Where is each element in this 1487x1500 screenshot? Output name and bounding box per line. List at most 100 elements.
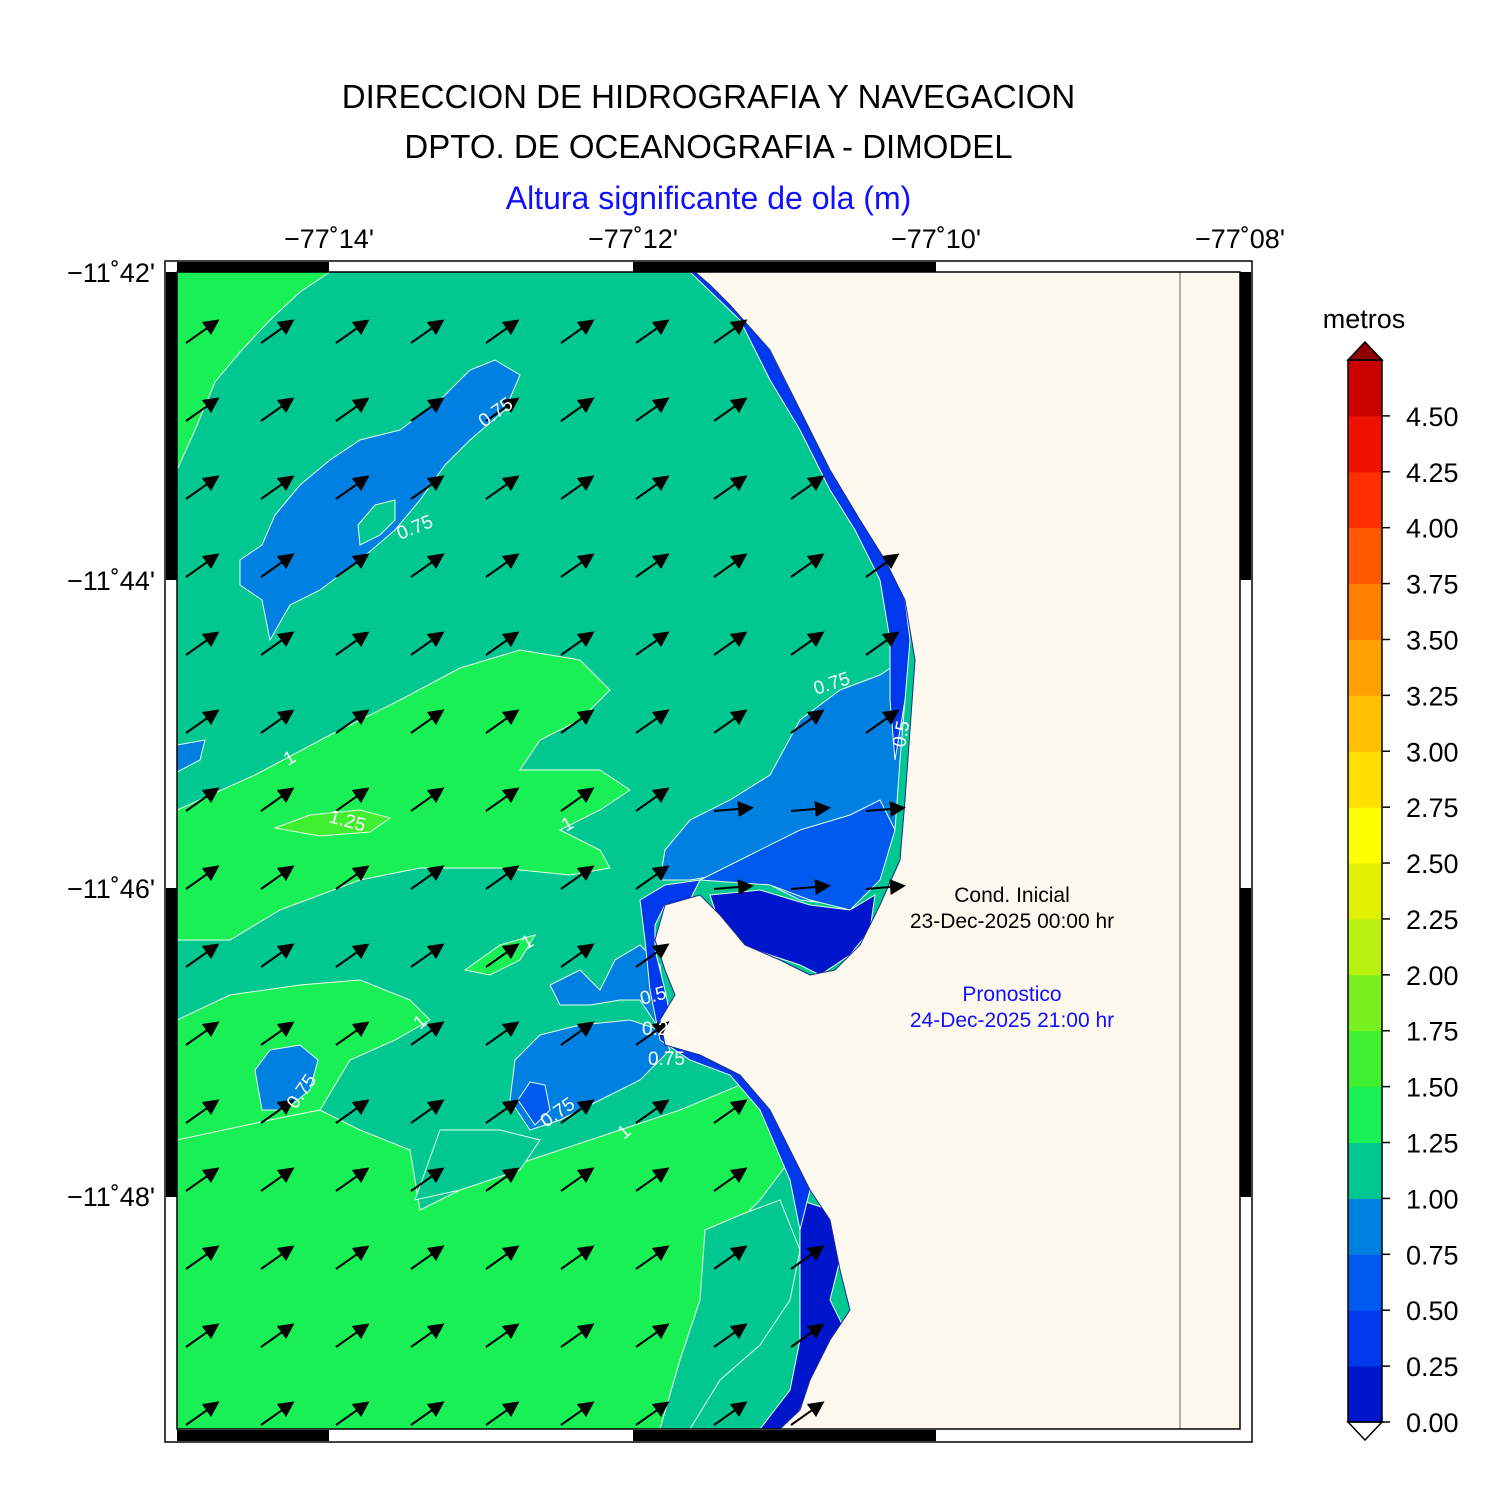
colorbar-swatch xyxy=(1348,1086,1382,1144)
wave-arrow xyxy=(485,709,520,734)
colorbar-level-label: 3.00 xyxy=(1406,737,1459,767)
wave-arrow xyxy=(635,709,670,734)
wave-arrow xyxy=(410,787,445,812)
colorbar-level-label: 2.75 xyxy=(1406,793,1459,823)
wave-arrow xyxy=(865,709,900,734)
wave-arrow xyxy=(335,943,370,968)
wave-arrow xyxy=(485,787,520,812)
wave-arrow xyxy=(635,1245,670,1270)
wave-arrow xyxy=(335,475,370,500)
wave-arrow xyxy=(260,319,295,344)
lon-tick-label: −77˚10' xyxy=(891,224,981,254)
wave-arrow xyxy=(410,553,445,578)
wave-arrow xyxy=(260,865,295,890)
wave-arrow xyxy=(485,1245,520,1270)
wave-arrow xyxy=(185,1323,220,1348)
wave-arrow xyxy=(713,801,754,817)
wave-arrow xyxy=(185,1167,220,1192)
wave-arrow xyxy=(335,1167,370,1192)
wave-arrow xyxy=(485,943,520,968)
colorbar-swatch xyxy=(1348,415,1382,473)
wave-arrow xyxy=(410,1167,445,1192)
wave-arrow xyxy=(713,709,748,734)
wave-arrow xyxy=(560,1099,595,1124)
colorbar-level-label: 0.75 xyxy=(1406,1240,1459,1270)
map-frame xyxy=(164,260,1253,1443)
wave-arrow xyxy=(260,1401,295,1426)
wave-arrow xyxy=(410,1021,445,1046)
wave-arrow xyxy=(185,553,220,578)
wave-region-teal-sw-inner xyxy=(414,1129,541,1201)
wave-arrow xyxy=(335,397,370,422)
colorbar-level-label: 2.25 xyxy=(1406,905,1459,935)
wave-arrow xyxy=(335,319,370,344)
colorbar-title: metros xyxy=(1323,304,1406,334)
colorbar-level-label: 3.75 xyxy=(1406,570,1459,600)
wave-arrow xyxy=(713,879,754,895)
wave-region-blue-west-edge xyxy=(177,739,206,773)
wave-region-teal-s-inner xyxy=(659,1199,801,1429)
wave-arrow xyxy=(185,709,220,734)
land-mass xyxy=(654,272,1240,1429)
wave-arrow xyxy=(713,631,748,656)
wave-arrow xyxy=(713,1099,748,1124)
wave-arrow xyxy=(335,553,370,578)
colorbar: metros 0.00 0.25 0.50 0.75 1.00 1.25 1.50 1.75 2… xyxy=(1323,304,1459,1442)
wave-arrow xyxy=(185,943,220,968)
colorbar-swatch xyxy=(1348,583,1382,640)
colorbar-level-label: 0.25 xyxy=(1406,1352,1459,1382)
colorbar-swatch xyxy=(1348,471,1382,529)
wave-arrow xyxy=(260,631,295,656)
colorbar-level-label: 1.75 xyxy=(1406,1017,1459,1047)
colorbar-swatch xyxy=(1348,1198,1382,1255)
wave-arrow xyxy=(260,475,295,500)
wave-arrow xyxy=(713,1401,748,1426)
wave-arrow xyxy=(790,801,831,817)
colorbar-swatch xyxy=(1348,863,1382,920)
wave-arrow xyxy=(713,553,748,578)
wave-region-green-1-25 xyxy=(273,809,392,837)
wave-arrow xyxy=(560,553,595,578)
wave-arrow xyxy=(260,1021,295,1046)
wave-region-blue-south xyxy=(509,1019,671,1131)
wave-arrow xyxy=(713,475,748,500)
time-annotations: Cond. Inicial 23-Dec-2025 00:00 hr Prono… xyxy=(910,884,1114,1032)
wave-direction-arrows xyxy=(185,319,906,1426)
wave-arrow xyxy=(713,397,748,422)
colorbar-level-label: 4.50 xyxy=(1406,402,1459,432)
wave-arrow xyxy=(790,879,831,895)
wave-arrow xyxy=(260,787,295,812)
wave-arrow xyxy=(790,1401,825,1426)
wave-arrow xyxy=(335,1323,370,1348)
wave-arrow xyxy=(260,709,295,734)
wave-arrow xyxy=(335,865,370,890)
initial-condition-time: 23-Dec-2025 00:00 hr xyxy=(910,910,1114,933)
colorbar-outline xyxy=(1347,359,1383,1423)
wave-arrow xyxy=(790,475,825,500)
wave-arrow xyxy=(865,553,900,578)
wave-arrow xyxy=(185,1401,220,1426)
forecast-time: 24-Dec-2025 21:00 hr xyxy=(910,1009,1114,1032)
colorbar-swatch xyxy=(1348,639,1382,696)
wave-arrow xyxy=(560,865,595,890)
wave-arrow xyxy=(635,1401,670,1426)
lat-tick-label: −11˚48' xyxy=(67,1182,155,1212)
wave-arrow xyxy=(790,631,825,656)
wave-arrow xyxy=(485,1401,520,1426)
forecast-label: Pronostico xyxy=(962,983,1061,1006)
wave-arrow xyxy=(635,1323,670,1348)
wave-arrow xyxy=(635,943,670,968)
wave-arrow xyxy=(865,801,906,817)
colorbar-swatch xyxy=(1348,918,1382,976)
lat-tick-label: −11˚44' xyxy=(67,566,155,596)
colorbar-swatch xyxy=(1348,974,1382,1032)
wave-arrow xyxy=(185,631,220,656)
wave-arrow xyxy=(485,475,520,500)
wave-arrow xyxy=(713,1245,748,1270)
wave-arrow xyxy=(335,1099,370,1124)
colorbar-level-label: 0.00 xyxy=(1406,1408,1459,1438)
wave-arrow xyxy=(260,1323,295,1348)
wave-arrow xyxy=(335,1021,370,1046)
wave-arrow xyxy=(260,1099,295,1124)
